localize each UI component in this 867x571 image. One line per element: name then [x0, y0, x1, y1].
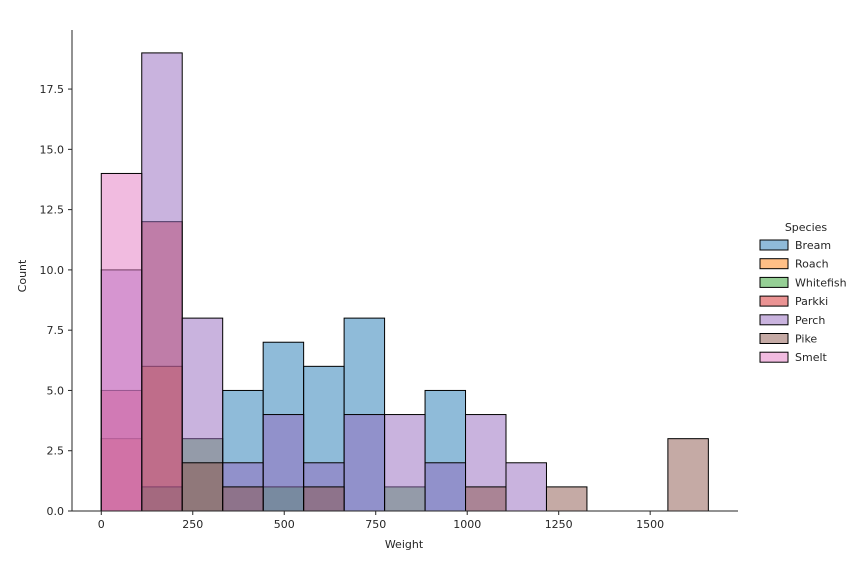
y-tick-label: 15.0	[40, 143, 65, 156]
legend-swatch-perch	[759, 314, 789, 326]
bar-pike-bin-2	[181, 462, 224, 512]
x-tick-label: 500	[274, 518, 295, 531]
y-axis-label: Count	[16, 259, 29, 292]
y-tick-label: 0.0	[47, 505, 65, 518]
bar-perch-bin-6	[343, 414, 386, 512]
legend-swatch-parkki	[759, 295, 789, 307]
x-tick-label: 250	[182, 518, 203, 531]
legend-swatch-smelt	[759, 351, 789, 363]
bars-layer	[100, 52, 709, 512]
legend-swatch-pike	[759, 333, 789, 344]
bar-pike-bin-9	[465, 486, 507, 512]
bar-perch-bin-10	[505, 462, 547, 512]
legend-swatch-bream	[759, 239, 789, 251]
legend-label-whitefish: Whitefish	[795, 276, 847, 289]
y-tick-label: 12.5	[40, 204, 65, 217]
x-axis-label: Weight	[385, 538, 424, 551]
legend-title: Species	[785, 221, 828, 234]
legend-label-bream: Bream	[795, 239, 831, 252]
y-tick-label: 5.0	[47, 384, 65, 397]
y-tick-label: 10.0	[40, 264, 65, 277]
bar-pike-bin-14	[667, 438, 709, 512]
legend-label-pike: Pike	[795, 333, 817, 346]
bar-perch-bin-8	[424, 462, 467, 512]
y-ticks: 0.0 2.5 5.0 7.5 10.0 12.5 15.0 17.5	[40, 83, 72, 518]
legend-swatch-whitefish	[759, 276, 789, 288]
y-tick-label: 7.5	[47, 324, 65, 337]
x-ticks: 0 250 500 750 1000 1250 1500	[98, 511, 664, 531]
x-tick-label: 1250	[545, 518, 573, 531]
bar-pike-bin-5	[303, 486, 345, 512]
x-tick-label: 1500	[636, 518, 664, 531]
legend-label-roach: Roach	[795, 258, 829, 271]
bar-perch-bin-7	[384, 414, 426, 512]
bar-smelt-bin-0	[100, 172, 143, 512]
legend-swatch-roach	[759, 258, 789, 270]
bar-perch-bin-1	[141, 52, 183, 512]
legend: Species Bream Roach Whitefish Parkki Perch Pi…	[759, 221, 847, 364]
bar-pike-bin-11	[545, 486, 588, 512]
x-tick-label: 1000	[453, 518, 481, 531]
legend-label-parkki: Parkki	[795, 295, 828, 308]
y-tick-label: 2.5	[47, 445, 65, 458]
bar-pike-bin-3	[222, 486, 264, 512]
legend-label-smelt: Smelt	[795, 351, 828, 364]
x-tick-label: 750	[365, 518, 386, 531]
legend-items: Bream Roach Whitefish Parkki Perch Pike Smelt	[759, 239, 847, 364]
x-tick-label: 0	[98, 518, 105, 531]
legend-label-perch: Perch	[795, 314, 825, 327]
bar-perch-bin-4	[262, 414, 305, 512]
y-tick-label: 17.5	[40, 83, 65, 96]
